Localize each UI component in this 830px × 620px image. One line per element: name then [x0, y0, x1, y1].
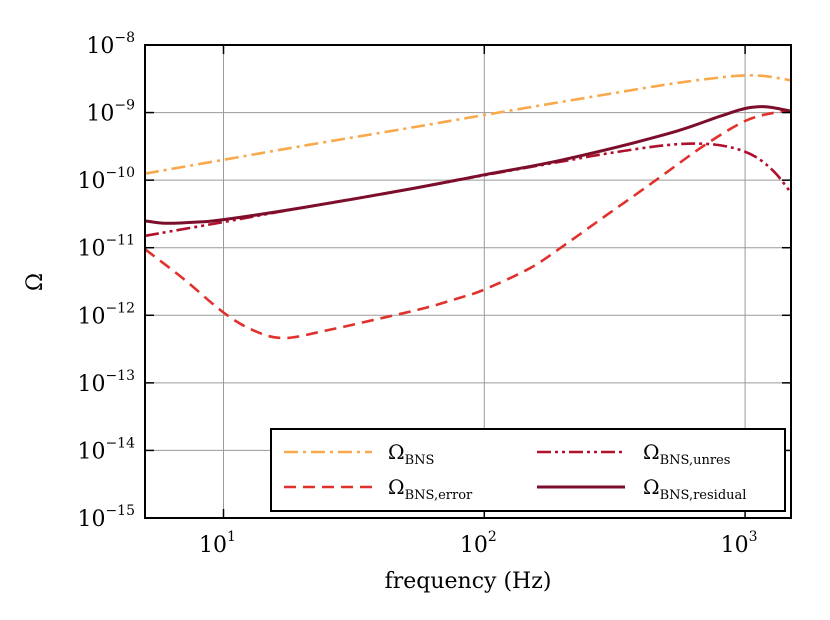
y-tick-label: 10−9	[86, 98, 135, 127]
y-tick-label: 10−11	[77, 233, 135, 262]
y-axis-label: Ω	[23, 273, 48, 291]
x-tick-label: 101	[199, 529, 236, 558]
y-tick-label: 10−13	[77, 368, 135, 397]
series-line-Ω_BNS	[145, 74, 791, 175]
legend: ΩBNS ΩBNS,error ΩBNS,unres ΩBNS,residual	[270, 428, 786, 512]
x-tick-label: 102	[460, 529, 497, 558]
y-tick-label: 10−10	[77, 165, 135, 194]
legend-label: ΩBNS,unres	[643, 440, 730, 468]
ticks: 101 102 103 10−8 10−9 10−10 10−11 10−12 10−13 10−…	[77, 30, 791, 558]
series-layer	[145, 74, 791, 340]
y-tick-label: 10−15	[77, 503, 135, 532]
legend-label: ΩBNS,error	[388, 475, 473, 503]
series-line-Ω_BNS,residual	[145, 105, 791, 225]
series-line-Ω_BNS,unres	[145, 142, 791, 238]
legend-label: ΩBNS	[388, 440, 434, 468]
series-line-Ω_BNS,error	[145, 109, 791, 340]
x-tick-label: 103	[721, 529, 758, 558]
grid	[145, 45, 791, 518]
legend-box	[270, 428, 786, 512]
y-tick-label: 10−14	[77, 435, 135, 464]
y-tick-label: 10−8	[86, 30, 135, 59]
plot-frame	[144, 44, 792, 519]
x-axis-label: frequency (Hz)	[385, 569, 552, 594]
legend-label: ΩBNS,residual	[643, 475, 746, 503]
y-tick-label: 10−12	[77, 300, 135, 329]
